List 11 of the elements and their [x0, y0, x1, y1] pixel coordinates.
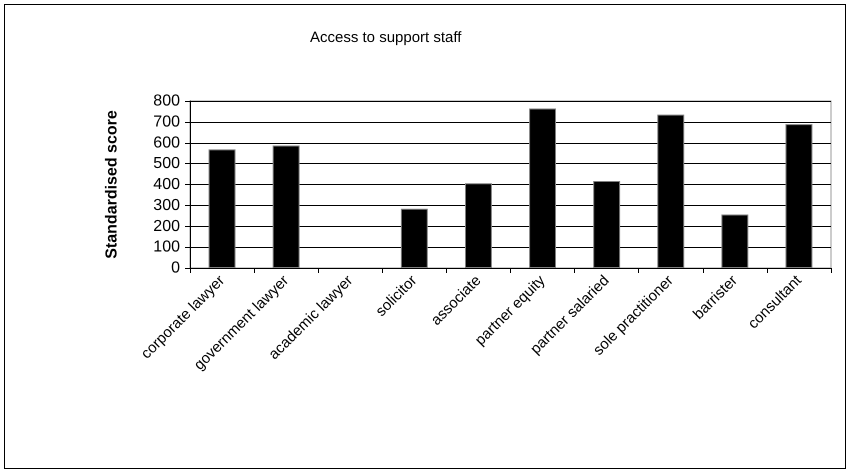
- y-axis-title: Standardised score: [104, 110, 120, 259]
- y-tick-label: 300: [153, 196, 180, 214]
- y-tick-label: 200: [153, 218, 180, 235]
- y-tick-label: 400: [153, 176, 180, 193]
- y-tick-label: 500: [153, 155, 180, 172]
- y-tick-label: 100: [153, 238, 180, 256]
- y-tick-label: 600: [153, 134, 180, 152]
- y-tick-label: 700: [153, 113, 180, 130]
- y-tick-label: 800: [153, 92, 180, 110]
- chart-title: Access to support staff: [310, 29, 462, 46]
- y-tick-label: 0: [171, 260, 180, 276]
